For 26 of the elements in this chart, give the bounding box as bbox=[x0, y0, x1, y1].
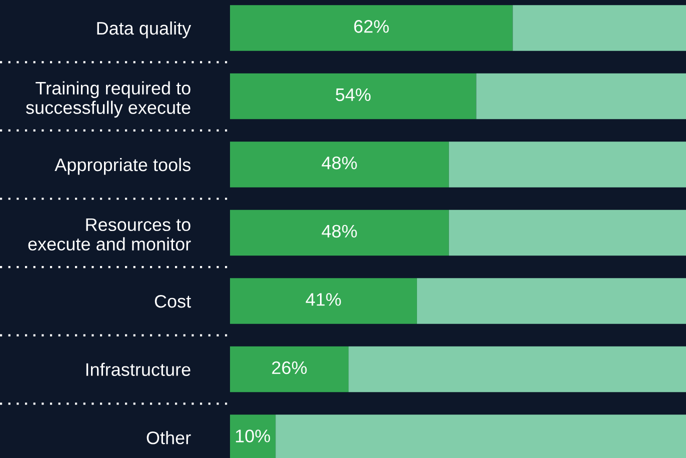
bar bbox=[448, 142, 686, 188]
bar bbox=[348, 346, 686, 392]
data-label: 10% bbox=[236, 430, 270, 442]
y-tick-label: Infrastructure bbox=[86, 362, 190, 376]
bar bbox=[230, 142, 449, 188]
bar bbox=[476, 73, 686, 120]
bar bbox=[230, 5, 513, 51]
bar bbox=[230, 278, 417, 324]
y-tick-label: Resources to execute and monitor bbox=[28, 218, 191, 251]
data-label: 62% bbox=[354, 20, 389, 33]
y-tick-label: Other bbox=[146, 430, 191, 444]
data-label: 41% bbox=[306, 293, 341, 306]
bar bbox=[416, 278, 686, 324]
data-label: 48% bbox=[322, 224, 357, 238]
bar bbox=[512, 5, 686, 51]
data-label: 26% bbox=[272, 361, 307, 374]
bar bbox=[230, 346, 349, 392]
data-label: 48% bbox=[322, 156, 357, 170]
bar bbox=[448, 210, 686, 256]
bar bbox=[230, 210, 449, 256]
y-tick-label: Appropriate tools bbox=[54, 158, 190, 175]
y-tick-label: Data quality bbox=[97, 21, 192, 38]
y-tick-label: Cost bbox=[154, 294, 191, 308]
data-label: 54% bbox=[336, 88, 371, 102]
bar bbox=[230, 73, 476, 120]
y-tick-label: Training required to successfully execute bbox=[26, 81, 190, 118]
